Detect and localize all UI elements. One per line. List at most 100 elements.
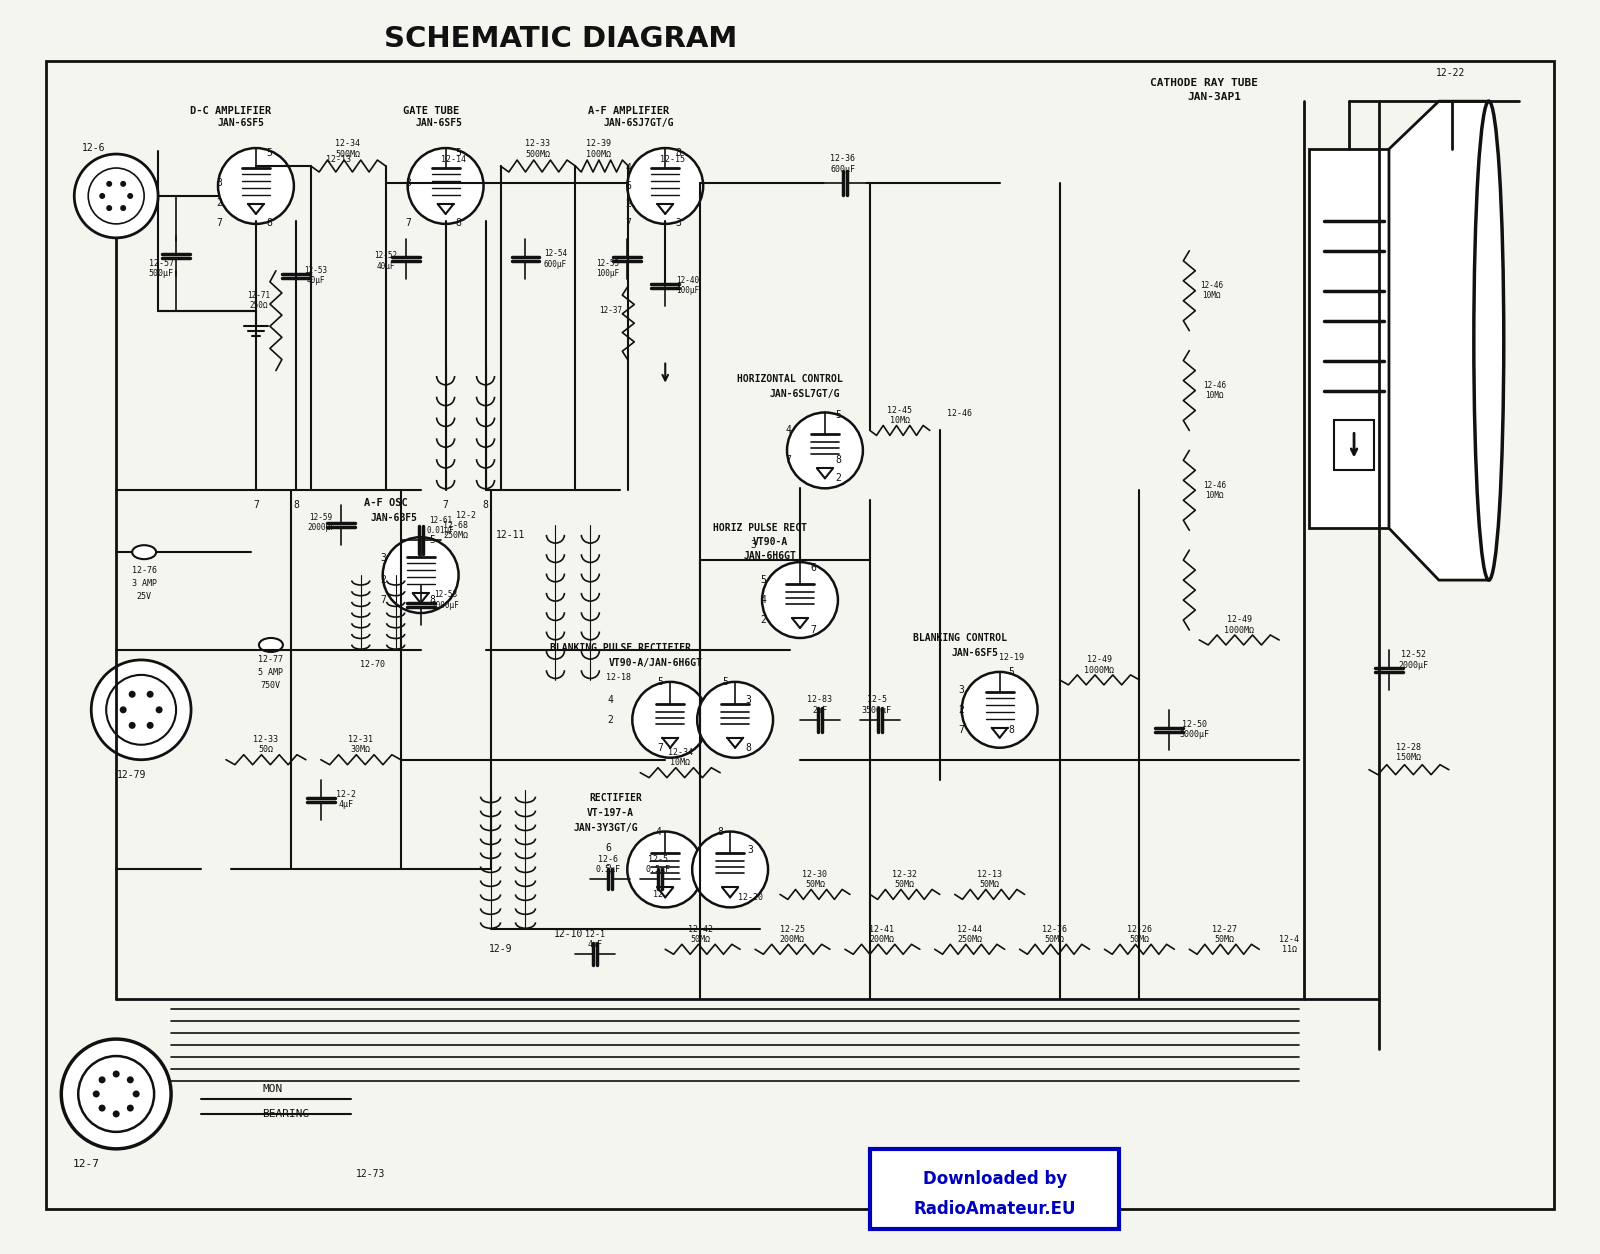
Text: JAN-6H6GT: JAN-6H6GT <box>744 552 797 561</box>
Text: 5: 5 <box>658 677 662 687</box>
Bar <box>1309 149 1389 528</box>
Text: 12-39
100MΩ: 12-39 100MΩ <box>586 139 611 159</box>
Text: 2: 2 <box>760 614 766 624</box>
Text: JAN-6SF5: JAN-6SF5 <box>218 118 264 128</box>
Text: 3: 3 <box>747 844 754 854</box>
Text: 12-33
500MΩ: 12-33 500MΩ <box>525 139 550 159</box>
Text: BEARING: BEARING <box>262 1109 309 1119</box>
Circle shape <box>106 181 112 187</box>
Text: BLANKING CONTROL: BLANKING CONTROL <box>912 633 1006 643</box>
Text: 8: 8 <box>430 596 435 606</box>
Text: 8: 8 <box>675 148 682 158</box>
Text: 12-28
150MΩ: 12-28 150MΩ <box>1397 744 1421 762</box>
Text: 12-46
10MΩ: 12-46 10MΩ <box>1203 480 1226 500</box>
Text: 12-50
3000μF: 12-50 3000μF <box>1179 720 1210 740</box>
Text: JAN-6SL7GT/G: JAN-6SL7GT/G <box>770 389 840 399</box>
Text: 12-36
600μF: 12-36 600μF <box>830 154 856 174</box>
Circle shape <box>126 193 133 199</box>
Circle shape <box>120 706 126 714</box>
Text: BLANKING PULSE RECTIFIER: BLANKING PULSE RECTIFIER <box>550 643 691 653</box>
Text: 12-30
50MΩ: 12-30 50MΩ <box>803 870 827 889</box>
Text: 12-13: 12-13 <box>326 154 352 163</box>
Text: 6: 6 <box>626 181 632 191</box>
Text: GATE TUBE: GATE TUBE <box>403 107 459 117</box>
Text: 8: 8 <box>1008 725 1014 735</box>
Circle shape <box>147 691 154 697</box>
Text: 12-61
0.01μF: 12-61 0.01μF <box>427 515 454 535</box>
Text: 12-22: 12-22 <box>1437 68 1466 78</box>
Text: CATHODE RAY TUBE: CATHODE RAY TUBE <box>1150 78 1258 88</box>
Text: 4: 4 <box>626 163 632 173</box>
Text: 12-70: 12-70 <box>360 661 386 670</box>
Text: 2: 2 <box>381 576 387 586</box>
Text: Downloaded by: Downloaded by <box>923 1170 1067 1188</box>
Text: 12-52
40μF: 12-52 40μF <box>374 251 397 271</box>
Text: 12-6
0.5μF: 12-6 0.5μF <box>595 855 621 874</box>
Circle shape <box>99 193 106 199</box>
Text: 5: 5 <box>760 576 766 586</box>
Text: 7: 7 <box>381 596 387 606</box>
Circle shape <box>120 206 126 211</box>
Circle shape <box>787 413 862 488</box>
Circle shape <box>126 1076 134 1083</box>
Circle shape <box>382 537 459 613</box>
Text: 8: 8 <box>835 455 842 465</box>
Text: 12-55
100μF: 12-55 100μF <box>595 260 619 278</box>
Text: 5 AMP: 5 AMP <box>259 668 283 677</box>
Text: 12-76: 12-76 <box>131 566 157 574</box>
Ellipse shape <box>1474 102 1504 581</box>
Text: 12-5
3500μF: 12-5 3500μF <box>862 695 891 715</box>
Circle shape <box>106 206 112 211</box>
Text: 12-79: 12-79 <box>117 770 146 780</box>
Text: MON: MON <box>262 1083 283 1093</box>
Text: 3: 3 <box>216 178 222 188</box>
Circle shape <box>128 691 136 697</box>
Text: 8: 8 <box>483 500 488 510</box>
Text: 12-19: 12-19 <box>998 653 1024 662</box>
Text: 3 AMP: 3 AMP <box>131 578 157 588</box>
Text: 7: 7 <box>786 455 790 465</box>
Text: 12-37: 12-37 <box>598 306 622 315</box>
Text: 12: 12 <box>653 890 664 899</box>
Text: 5: 5 <box>1008 667 1014 677</box>
Text: 12-32
50MΩ: 12-32 50MΩ <box>893 870 917 889</box>
Circle shape <box>218 148 294 224</box>
Text: RadioAmateur.EU: RadioAmateur.EU <box>914 1200 1075 1218</box>
Text: 12-33
50Ω: 12-33 50Ω <box>253 735 278 755</box>
Circle shape <box>627 831 702 908</box>
Text: 3: 3 <box>406 178 411 188</box>
Text: 12-34
500MΩ: 12-34 500MΩ <box>336 139 360 159</box>
Text: JAN-6SF5: JAN-6SF5 <box>950 648 998 658</box>
Text: 12-13
50MΩ: 12-13 50MΩ <box>978 870 1002 889</box>
Circle shape <box>112 1071 120 1077</box>
Text: 3: 3 <box>750 540 757 551</box>
Text: 12-18: 12-18 <box>606 673 630 682</box>
Text: 25V: 25V <box>136 592 152 601</box>
Text: 750V: 750V <box>261 681 282 691</box>
Circle shape <box>126 1105 134 1111</box>
Text: 8: 8 <box>293 500 299 510</box>
Text: 2: 2 <box>835 473 842 483</box>
Circle shape <box>155 706 163 714</box>
Text: VT90-A: VT90-A <box>752 537 787 547</box>
Text: 12-9: 12-9 <box>488 944 512 954</box>
Text: 5: 5 <box>835 410 842 420</box>
Text: 12-2: 12-2 <box>456 510 475 519</box>
Text: 12-49
1000MΩ: 12-49 1000MΩ <box>1085 656 1115 675</box>
Text: 12-59
2000μF: 12-59 2000μF <box>307 513 334 532</box>
Text: VT-197-A: VT-197-A <box>587 808 634 818</box>
Text: 12-4
11Ω: 12-4 11Ω <box>1278 934 1299 954</box>
Text: 12-54
600μF: 12-54 600μF <box>544 250 566 268</box>
Text: 12-27
50MΩ: 12-27 50MΩ <box>1211 924 1237 944</box>
Text: A-F AMPLIFIER: A-F AMPLIFIER <box>587 107 669 117</box>
Text: 12-73: 12-73 <box>357 1169 386 1179</box>
Text: 12-71
250Ω: 12-71 250Ω <box>248 291 270 311</box>
Text: 8: 8 <box>266 218 272 228</box>
Text: 4: 4 <box>786 425 790 435</box>
Text: VT90-A/JAN-6H6GT: VT90-A/JAN-6H6GT <box>608 658 702 668</box>
Text: JAN-3Y3GT/G: JAN-3Y3GT/G <box>573 823 638 833</box>
Text: 12-53
40μF: 12-53 40μF <box>304 266 328 286</box>
Circle shape <box>627 148 702 224</box>
Text: 12-5
0.5μF: 12-5 0.5μF <box>646 855 670 874</box>
Text: D-C AMPLIFIER: D-C AMPLIFIER <box>190 107 272 117</box>
